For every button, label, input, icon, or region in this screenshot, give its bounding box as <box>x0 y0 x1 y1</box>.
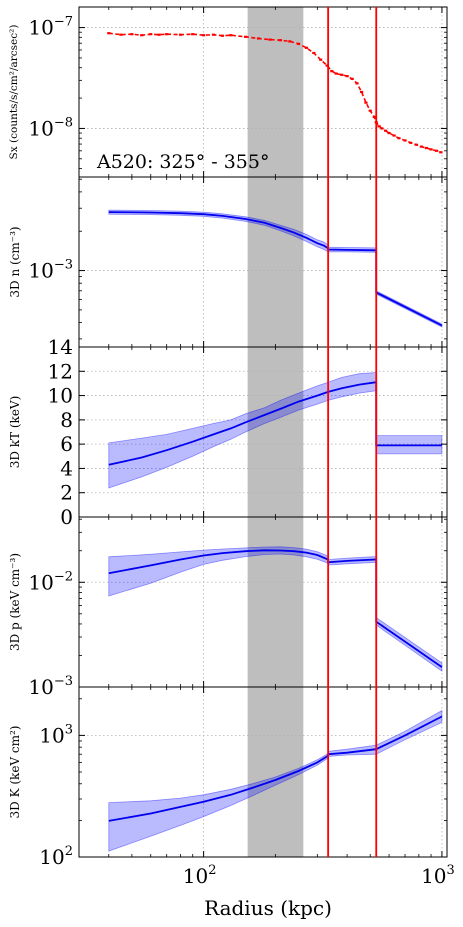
y-tick-label: 4 <box>60 456 73 480</box>
panel-frame <box>78 686 448 858</box>
data-point <box>377 125 381 128</box>
panel-sx: Sx (counts/s/cm²/arcsec²) <box>8 6 448 178</box>
y-tick-label-base: 10 <box>28 259 53 283</box>
y-tick-label-base: 10 <box>39 723 64 747</box>
y-tick-label-exp: −7 <box>54 15 73 30</box>
confidence-band <box>108 546 443 672</box>
panel-K: 3D K (keV cm²) <box>8 686 448 858</box>
data-point <box>107 32 111 35</box>
data-point <box>157 33 161 36</box>
shaded-region <box>247 7 304 857</box>
y-tick-label-base: 10 <box>28 570 53 594</box>
y-tick-label-exp: −8 <box>54 115 73 130</box>
data-point <box>165 33 169 36</box>
data-point <box>325 64 329 67</box>
data-point <box>439 151 443 154</box>
x-tick-label: 102 <box>183 863 217 888</box>
y-tick-label: 10−2 <box>28 569 73 594</box>
confidence-band <box>108 372 443 489</box>
y-tick-label: 10 <box>48 384 73 408</box>
data-point <box>304 46 309 49</box>
panel-n: 3D n (cm⁻³) <box>8 176 448 348</box>
x-axis-label: Radius (kpc) <box>204 896 332 920</box>
y-axis-label: 3D p (keV cm⁻³) <box>8 553 22 651</box>
y-axis-label: 3D kT (keV) <box>8 396 22 469</box>
y-tick-label-base: 10 <box>28 116 53 140</box>
data-point <box>191 33 195 36</box>
y-tick-label-base: 10 <box>39 845 64 869</box>
x-tick-label-exp: 3 <box>447 863 455 878</box>
x-tick-label-base: 10 <box>421 864 446 888</box>
y-tick-label-exp: 2 <box>65 844 73 859</box>
data-point <box>119 33 123 36</box>
y-tick-label-base: 10 <box>28 675 53 699</box>
data-point <box>340 73 344 76</box>
sx-profile-line <box>108 32 442 154</box>
data-point <box>392 134 396 137</box>
y-tick-label: 10−8 <box>28 115 73 140</box>
x-tick-label: 103 <box>421 863 455 888</box>
data-point <box>229 34 233 37</box>
panel-annotation: A520: 325° - 355° <box>96 151 269 173</box>
profile-line <box>108 715 443 822</box>
y-tick-label-base: 10 <box>28 16 53 40</box>
data-point <box>429 148 433 151</box>
data-point <box>387 131 391 135</box>
x-tick-label-exp: 2 <box>208 863 216 878</box>
data-point <box>202 34 206 37</box>
data-point <box>359 90 364 94</box>
y-tick-label-exp: −2 <box>54 569 73 584</box>
y-tick-label: 10−3 <box>28 258 73 283</box>
data-point <box>268 38 272 41</box>
y-tick-label-exp: 3 <box>65 722 73 737</box>
y-tick-label: 102 <box>39 844 73 869</box>
y-tick-label: 2 <box>60 481 73 505</box>
y-tick-label: 8 <box>60 408 73 432</box>
data-point <box>334 72 338 75</box>
y-tick-label: 0 <box>60 505 73 529</box>
panel-p: 3D p (keV cm⁻³) <box>8 516 448 688</box>
x-tick-label-base: 10 <box>183 864 208 888</box>
profile-line <box>108 381 442 466</box>
data-point <box>424 146 428 150</box>
y-axis-label: 3D n (cm⁻³) <box>8 226 22 297</box>
y-tick-label: 103 <box>39 722 73 747</box>
y-tick-label: 10−3 <box>28 674 73 699</box>
y-tick-label: 12 <box>48 359 73 383</box>
y-tick-label: 6 <box>60 432 73 456</box>
profile-line <box>108 211 443 327</box>
data-point <box>288 40 292 43</box>
y-tick-label: 10−7 <box>28 15 73 40</box>
y-tick-label-exp: −3 <box>54 258 73 273</box>
data-point <box>364 101 368 104</box>
y-tick-label-exp: −3 <box>54 674 73 689</box>
y-axis-label: Sx (counts/s/cm²/arcsec²) <box>8 25 20 160</box>
y-tick-label: 14 <box>48 335 73 359</box>
y-axis-label: 3D K (keV cm²) <box>8 726 22 819</box>
profile-line <box>108 549 443 668</box>
